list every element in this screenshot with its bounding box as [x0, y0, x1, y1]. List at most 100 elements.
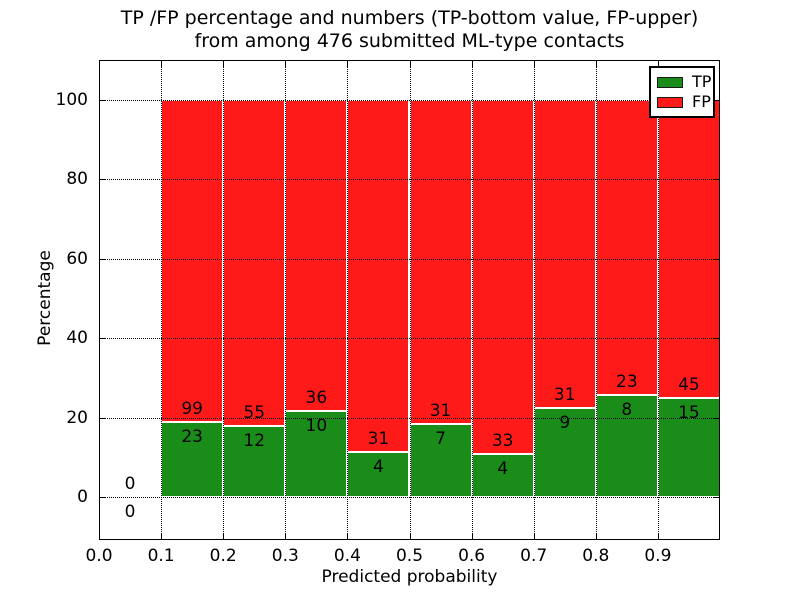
x-tick-label-0.9: 0.9	[644, 546, 672, 566]
x-tick-bottom	[657, 533, 659, 539]
x-tick-bottom	[161, 533, 163, 539]
grid-line-v-0.7	[533, 60, 535, 540]
bar-fp-bin-8	[595, 100, 658, 395]
bar-tp-bin-6	[471, 454, 534, 497]
legend-label-fp: FP	[692, 92, 711, 111]
bar-fp-bin-1	[161, 100, 224, 423]
annotation-fp-count: 31	[367, 428, 390, 449]
grid-line-v-0.8	[595, 60, 597, 540]
grid-line-v-0.4	[347, 60, 349, 540]
x-tick-top	[347, 61, 349, 67]
legend-item-fp: FP	[657, 92, 711, 112]
annotation-fp-count: 99	[181, 399, 203, 420]
bar-tp-bin-7	[533, 407, 596, 497]
grid-line-v-0.1	[161, 60, 163, 540]
x-tick-top	[471, 61, 473, 67]
annotation-fp-count: 31	[429, 400, 452, 421]
annotation-tp-count: 15	[678, 402, 700, 423]
bar-fp-bin-2	[223, 100, 286, 426]
y-tick-label-20: 20	[66, 407, 88, 428]
annotation-tp-count: 23	[181, 427, 203, 448]
annotation-fp-count: 33	[491, 431, 514, 452]
grid-line-v-0.9	[657, 60, 659, 540]
plot-area: TP FP 0 0 99 23 55 12 36 10 31 4 31 7 33 4 31 9 23 8 45 15	[99, 60, 720, 540]
x-tick-top	[161, 61, 163, 67]
x-tick-bottom	[285, 533, 287, 539]
y-tick-left	[100, 100, 106, 101]
bar-fp-bin-5	[409, 100, 472, 424]
bar-tp-bin-3	[285, 410, 348, 497]
annotation-fp-count: 23	[616, 371, 638, 392]
annotation-fp-count: 55	[243, 402, 266, 423]
x-tick-bottom	[409, 533, 411, 539]
legend: TP FP	[649, 66, 715, 118]
y-tick-left	[100, 258, 106, 260]
bar-tp-bin-9	[657, 397, 720, 497]
x-tick-top	[99, 61, 100, 67]
x-tick-bottom	[223, 533, 225, 539]
x-tick-bottom	[595, 533, 597, 539]
annotation-tp-count: 9	[559, 412, 571, 433]
bar-tp-bin-4	[347, 451, 410, 497]
annotation-fp-count: 45	[678, 374, 700, 395]
x-tick-label-0.5: 0.5	[395, 546, 424, 566]
y-tick-right	[713, 100, 719, 101]
annotation-tp-count: 10	[305, 415, 328, 436]
annotation-fp-count: 36	[305, 387, 328, 408]
annotation-tp-count: 8	[621, 399, 633, 420]
x-tick-label-0.1: 0.1	[147, 546, 175, 566]
annotation-tp-count: 7	[435, 428, 446, 449]
chart-title-line1: TP /FP percentage and numbers (TP-bottom…	[120, 7, 699, 29]
grid-line-v-0.5	[409, 60, 411, 540]
y-tick-left	[100, 179, 106, 181]
bar-fp-bin-3	[285, 100, 348, 411]
y-tick-right	[713, 497, 719, 498]
x-axis-label: Predicted probability	[321, 567, 498, 587]
y-tick-label-60: 60	[66, 248, 88, 269]
x-tick-label-0.8: 0.8	[582, 546, 610, 566]
bar-fp-bin-6	[471, 100, 534, 455]
x-tick-bottom	[533, 533, 535, 539]
bar-fp-bin-4	[347, 100, 410, 452]
legend-patch-tp	[657, 76, 683, 88]
chart-title: TP /FP percentage and numbers (TP-bottom…	[99, 7, 720, 53]
legend-label-tp: TP	[692, 72, 712, 91]
annotation-tp-count: 4	[497, 459, 509, 480]
legend-item-tp: TP	[657, 72, 711, 92]
x-tick-label-0.3: 0.3	[271, 546, 299, 566]
x-tick-top	[657, 61, 659, 67]
grid-line-v-0.2	[223, 60, 225, 540]
annotation-tp-count: 12	[243, 430, 266, 451]
y-tick-left	[100, 338, 106, 340]
y-tick-right	[713, 258, 719, 260]
y-tick-right	[713, 338, 719, 340]
y-tick-right	[713, 417, 719, 419]
x-tick-label-0.2: 0.2	[209, 546, 237, 566]
y-tick-left	[100, 497, 106, 498]
x-tick-bottom	[99, 533, 100, 539]
grid-line-v-0.3	[285, 60, 287, 540]
annotation-fp-count: 0	[124, 474, 136, 494]
chart-title-line2: from among 476 submitted ML-type contact…	[194, 30, 625, 52]
x-tick-bottom	[347, 533, 349, 539]
x-tick-label-0.7: 0.7	[520, 546, 548, 566]
annotation-fp-count: 31	[553, 384, 576, 405]
y-tick-label-0: 0	[77, 487, 88, 507]
x-tick-top	[285, 61, 287, 67]
y-tick-left	[100, 417, 106, 419]
legend-patch-fp	[657, 96, 683, 108]
y-tick-right	[713, 179, 719, 181]
grid-line-v-0.6	[471, 60, 473, 540]
bar-tp-bin-8	[595, 394, 658, 497]
bar-fp-bin-7	[533, 100, 596, 408]
annotation-tp-count: 4	[373, 456, 384, 477]
annotation-tp-count: 0	[124, 502, 136, 522]
x-tick-top	[409, 61, 411, 67]
x-tick-bottom	[471, 533, 473, 539]
bar-fp-bin-9	[657, 100, 720, 398]
x-tick-top	[223, 61, 225, 67]
y-tick-label-100: 100	[55, 90, 88, 110]
x-tick-label-0.0: 0.0	[85, 546, 113, 566]
x-tick-top	[595, 61, 597, 67]
